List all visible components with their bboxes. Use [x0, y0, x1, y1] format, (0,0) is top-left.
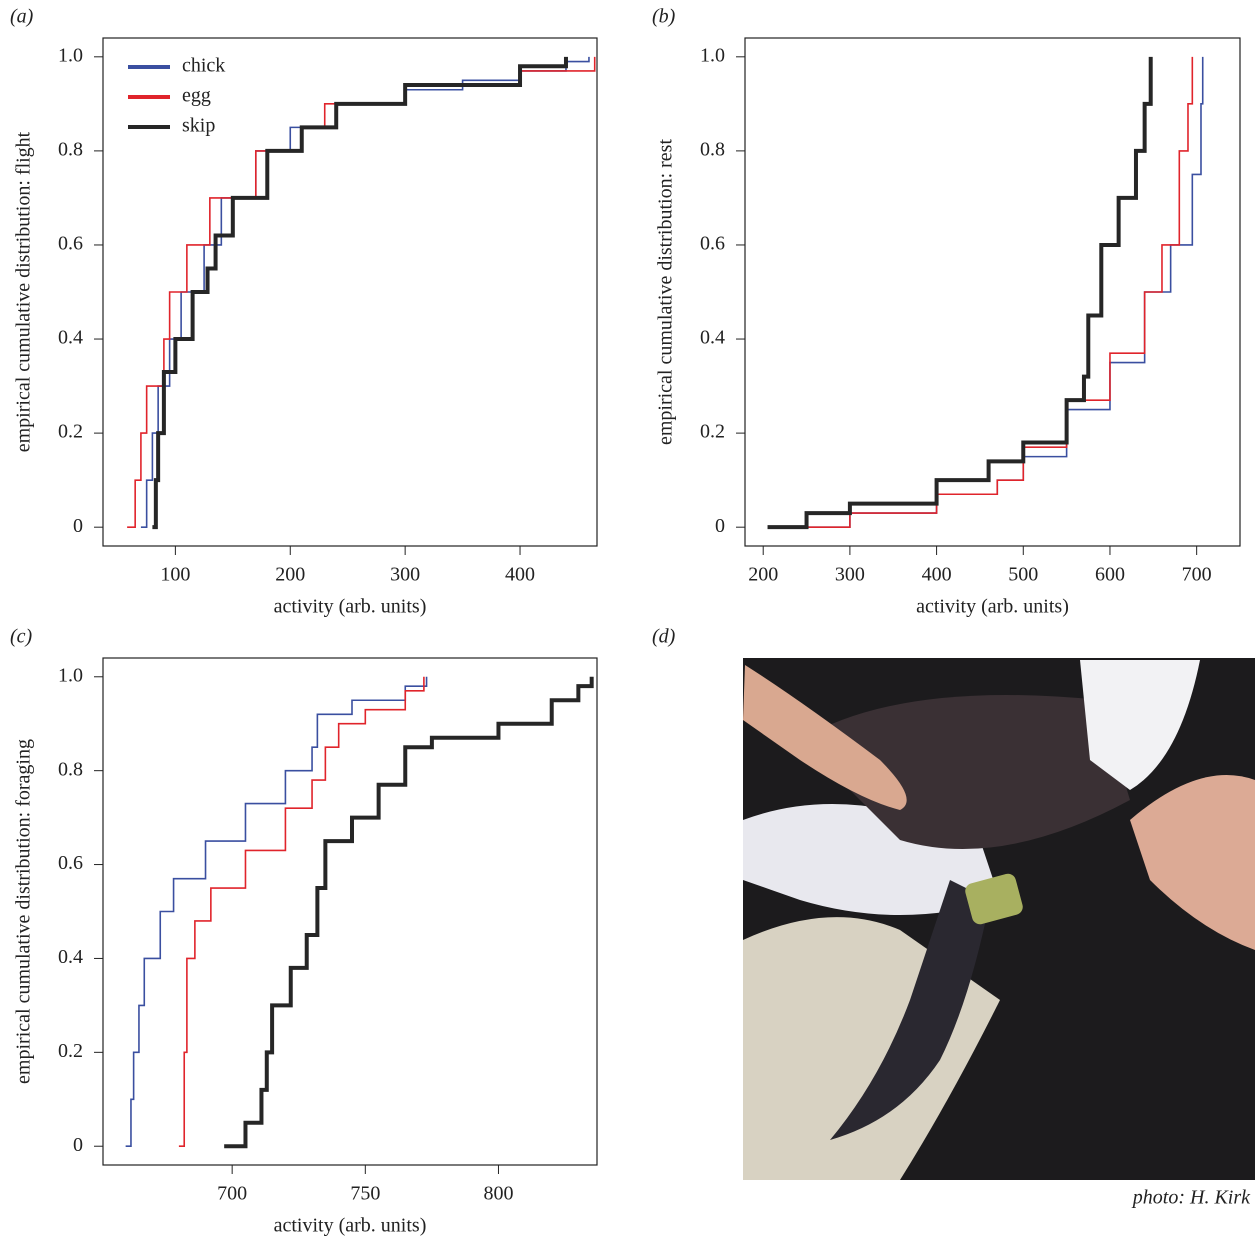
plot-box	[102, 657, 598, 1166]
x-tick-label: 300	[835, 564, 865, 586]
x-tick-label: 200	[748, 564, 778, 586]
panel-label: (c)	[10, 626, 33, 648]
y-tick-label: 0.8	[700, 138, 725, 160]
x-tick-label: 700	[1182, 564, 1212, 586]
leg	[830, 880, 990, 1140]
x-axis-label: activity (arb. units)	[274, 1215, 427, 1237]
y-tick-label: 0.8	[58, 138, 83, 160]
chart-panel: (b) 200 300 400 500 600 700 0 0.2 0.4 0.6 0.8 1.0 act…	[652, 6, 1241, 618]
y-tick-label: 0.6	[700, 233, 725, 255]
photo	[743, 658, 1255, 1180]
x-axis-label: activity (arb. units)	[916, 596, 1069, 618]
y-axis-label: empirical cumulative distribution: rest	[655, 139, 677, 445]
hand	[1130, 775, 1255, 950]
x-tick-label: 100	[160, 564, 190, 586]
panel-label: (a)	[10, 6, 34, 28]
chart-panel: (c) 700 750 800 0 0.2 0.4 0.6 0.8 1.0 activity (ar…	[10, 626, 598, 1237]
legend-label: skip	[182, 115, 215, 137]
bird-body	[800, 695, 1130, 849]
y-tick-label: 1.0	[58, 44, 83, 66]
y-tick-label: 0.2	[700, 421, 725, 443]
ecdf-line	[767, 56, 1153, 530]
y-tick-label: 0	[73, 515, 83, 537]
plot-box	[102, 37, 598, 547]
x-axis-label: activity (arb. units)	[274, 596, 427, 618]
y-axis-label: empirical cumulative distribution: fligh…	[13, 131, 35, 452]
y-tick-label: 0.4	[700, 327, 725, 349]
y-tick-label: 0	[715, 515, 725, 537]
y-tick-label: 0.2	[58, 1040, 83, 1062]
legend-label: egg	[182, 85, 211, 107]
x-tick-label: 500	[1008, 564, 1038, 586]
y-tick-label: 0.8	[58, 758, 83, 780]
x-tick-label: 700	[217, 1183, 247, 1205]
y-tick-label: 0	[73, 1134, 83, 1156]
ecdf-line	[224, 676, 594, 1149]
y-tick-label: 0.6	[58, 852, 83, 874]
y-tick-label: 0.4	[58, 327, 83, 349]
y-axis-label: empirical cumulative distribution: forag…	[13, 739, 35, 1084]
x-tick-label: 600	[1095, 564, 1125, 586]
plot-box	[744, 37, 1241, 547]
panel-label: (d)	[652, 626, 676, 648]
wing	[1080, 660, 1200, 790]
x-tick-label: 400	[505, 564, 535, 586]
legend-label: chick	[182, 55, 225, 77]
y-tick-label: 1.0	[700, 44, 725, 66]
tag	[965, 873, 1023, 925]
y-tick-label: 0.6	[58, 233, 83, 255]
x-tick-label: 400	[922, 564, 952, 586]
panel-label: (b)	[652, 6, 676, 28]
x-tick-label: 200	[275, 564, 305, 586]
x-tick-label: 800	[483, 1183, 513, 1205]
finger	[743, 665, 907, 810]
ecdf-line	[125, 676, 428, 1148]
y-tick-label: 0.4	[58, 946, 83, 968]
chart-panel: (a) 100 200 300 400 0 0.2 0.4 0.6 0.8 1.0 activity …	[10, 6, 598, 618]
x-tick-label: 300	[390, 564, 420, 586]
x-tick-label: 750	[350, 1183, 380, 1205]
ecdf-line	[178, 676, 425, 1148]
y-tick-label: 0.2	[58, 421, 83, 443]
photo-credit: photo: H. Kirk	[1131, 1187, 1251, 1209]
ecdf-line	[152, 56, 568, 530]
y-tick-label: 1.0	[58, 664, 83, 686]
